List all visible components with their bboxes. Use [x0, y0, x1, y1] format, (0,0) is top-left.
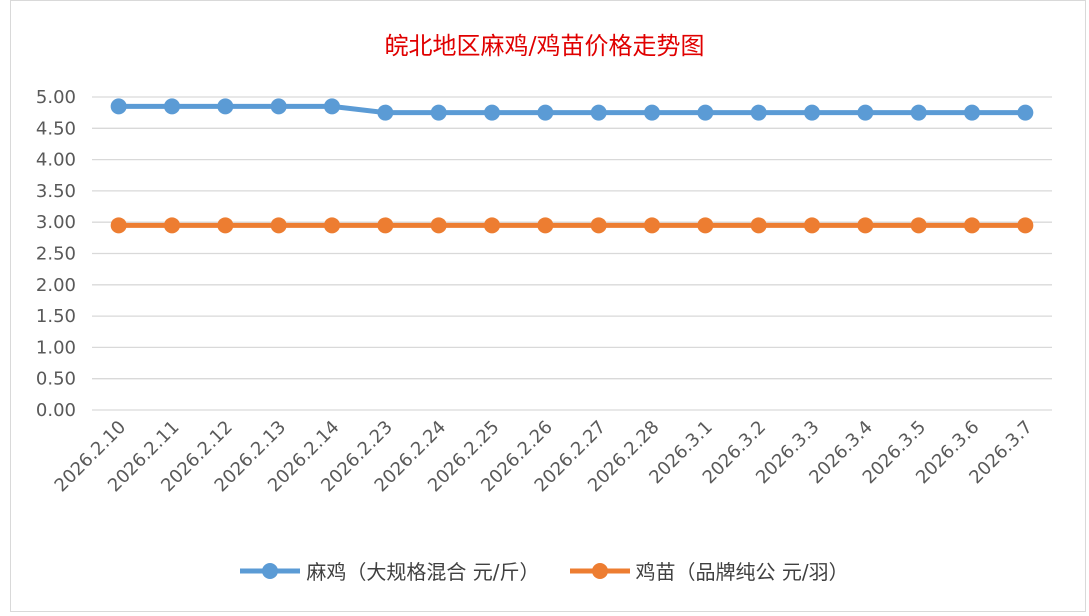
- y-tick-label: 0.50: [36, 369, 76, 390]
- data-point: [217, 217, 234, 234]
- data-point: [377, 217, 394, 234]
- data-point: [164, 217, 180, 234]
- y-tick-label: 4.50: [36, 118, 76, 139]
- data-point: [857, 104, 874, 121]
- data-point: [964, 104, 980, 121]
- legend-item-0: 麻鸡（大规格混合 元/斤）: [240, 556, 540, 585]
- y-tick-label: 3.00: [36, 212, 76, 233]
- chart-area: [10, 0, 1086, 612]
- data-point: [1017, 104, 1034, 121]
- data-point: [537, 104, 554, 121]
- legend-item-1: 鸡苗（品牌纯公 元/羽）: [569, 556, 849, 585]
- legend-marker-1: [569, 562, 630, 579]
- data-point: [697, 217, 714, 234]
- y-tick-label: 2.50: [36, 244, 76, 265]
- data-point: [590, 104, 607, 121]
- y-tick-label: 1.00: [36, 337, 76, 358]
- y-tick-label: 3.50: [36, 181, 76, 202]
- data-point: [324, 98, 340, 115]
- series-line-0: [118, 103, 1026, 116]
- y-tick-label: 5.00: [36, 87, 76, 108]
- data-point: [910, 104, 927, 121]
- data-point: [1017, 217, 1034, 234]
- legend-label-0: 麻鸡（大规格混合 元/斤）: [306, 560, 540, 584]
- data-point: [964, 217, 980, 234]
- legend: 麻鸡（大规格混合 元/斤） 鸡苗（品牌纯公 元/羽）: [0, 556, 1089, 585]
- data-point: [484, 217, 500, 234]
- y-tick-label: 0.00: [36, 400, 76, 421]
- data-point: [110, 98, 127, 115]
- legend-marker-0: [240, 562, 301, 579]
- data-point: [270, 217, 287, 234]
- data-point: [697, 104, 714, 121]
- y-tick-label: 2.00: [36, 275, 76, 296]
- data-point: [324, 217, 340, 234]
- data-point: [164, 98, 180, 115]
- data-point: [430, 217, 447, 234]
- data-point: [644, 104, 660, 121]
- data-point: [590, 217, 607, 234]
- data-point: [377, 104, 394, 121]
- data-point: [910, 217, 927, 234]
- data-point: [750, 217, 767, 234]
- data-point: [537, 217, 554, 234]
- data-point: [804, 104, 820, 121]
- data-point: [270, 98, 287, 115]
- data-point: [857, 217, 874, 234]
- y-tick-label: 4.00: [36, 150, 76, 171]
- data-point: [804, 217, 820, 234]
- data-point: [644, 217, 660, 234]
- data-point: [217, 98, 234, 115]
- data-point: [430, 104, 447, 121]
- chart-title: 皖北地区麻鸡/鸡苗价格走势图: [384, 32, 705, 60]
- y-tick-label: 1.50: [36, 306, 76, 327]
- data-point: [750, 104, 767, 121]
- data-point: [484, 104, 500, 121]
- data-point: [110, 217, 127, 234]
- legend-label-1: 鸡苗（品牌纯公 元/羽）: [635, 560, 849, 584]
